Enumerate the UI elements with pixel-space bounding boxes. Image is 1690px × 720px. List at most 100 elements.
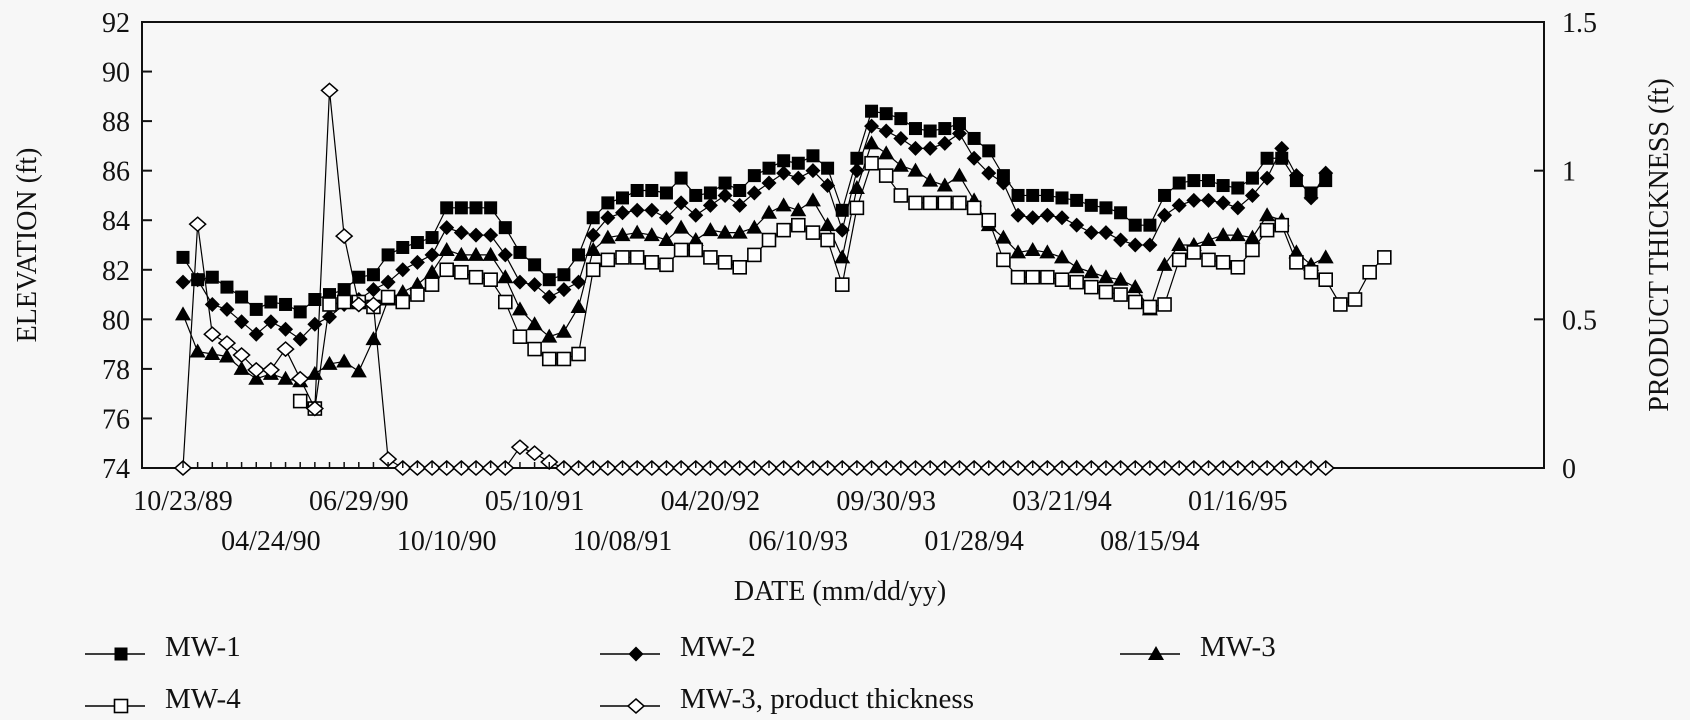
- data-point: [541, 289, 557, 305]
- data-point: [349, 296, 368, 313]
- data-point: [643, 227, 660, 242]
- y-tick-label: 82: [102, 256, 130, 287]
- data-point: [775, 197, 792, 212]
- data-point: [790, 202, 807, 217]
- x-tick-label: 03/21/94: [1012, 486, 1112, 517]
- data-point: [776, 165, 792, 181]
- data-point: [1054, 272, 1070, 287]
- data-point: [337, 283, 351, 297]
- data-point: [278, 321, 294, 337]
- data-point: [819, 217, 836, 232]
- y-tick-label: 78: [102, 355, 130, 386]
- data-point: [966, 150, 982, 166]
- data-point: [1157, 297, 1172, 312]
- plot-area-frame: [141, 21, 1545, 469]
- data-point: [1084, 279, 1099, 295]
- data-point: [1069, 217, 1085, 233]
- data-point: [908, 195, 923, 211]
- legend-item: MW-2: [600, 631, 756, 663]
- data-point: [908, 140, 923, 156]
- data-point: [601, 196, 615, 210]
- data-point: [1259, 207, 1276, 222]
- series-mw-2: [175, 118, 1334, 347]
- legend-label: MW-4: [165, 683, 241, 715]
- data-point: [542, 273, 556, 287]
- data-point: [1097, 269, 1114, 284]
- data-point: [410, 236, 424, 250]
- data-point: [1127, 279, 1144, 294]
- data-point: [1259, 222, 1275, 238]
- data-point: [1010, 269, 1026, 285]
- data-point: [923, 124, 937, 138]
- data-point: [1347, 292, 1363, 307]
- data-point: [1142, 299, 1158, 315]
- data-point: [497, 269, 514, 284]
- data-point: [1099, 201, 1113, 215]
- data-point: [791, 156, 805, 170]
- data-point: [674, 171, 688, 185]
- data-point: [469, 201, 483, 215]
- data-point: [1171, 197, 1187, 213]
- data-point: [821, 161, 835, 175]
- data-point: [834, 222, 850, 238]
- data-point: [1026, 188, 1040, 202]
- data-point: [409, 254, 425, 270]
- data-point: [761, 204, 777, 219]
- data-point: [1245, 171, 1259, 185]
- data-point: [922, 172, 939, 187]
- data-point: [1083, 225, 1099, 241]
- data-point: [615, 205, 630, 221]
- y-tick-label: 90: [102, 58, 130, 89]
- data-point: [1039, 244, 1056, 259]
- data-point: [894, 112, 908, 126]
- data-point: [703, 250, 718, 265]
- data-point: [1070, 193, 1084, 207]
- data-point: [1186, 192, 1202, 208]
- data-point: [203, 326, 222, 343]
- data-point: [557, 268, 571, 282]
- data-point: [629, 202, 645, 218]
- series-mw-1: [176, 104, 1333, 319]
- data-point: [556, 282, 572, 298]
- data-point: [644, 202, 660, 218]
- data-point: [1011, 188, 1025, 202]
- data-point: [777, 154, 791, 168]
- data-point: [1172, 176, 1186, 190]
- y-tick-label: 88: [102, 107, 130, 138]
- data-point: [805, 163, 821, 179]
- x-tick-label: 01/16/95: [1188, 486, 1288, 517]
- data-point: [308, 293, 322, 307]
- data-point: [350, 363, 367, 378]
- data-point: [235, 290, 249, 304]
- data-point: [878, 168, 894, 183]
- data-point: [865, 104, 879, 118]
- data-point: [570, 298, 587, 313]
- data-point: [864, 155, 879, 171]
- data-point: [687, 232, 704, 247]
- data-point: [1200, 232, 1217, 247]
- data-point: [454, 201, 468, 215]
- legend-label: MW-3: [1200, 631, 1276, 663]
- y2-tick-label: 0: [1562, 454, 1576, 485]
- data-point: [176, 250, 190, 264]
- data-point: [468, 246, 484, 261]
- data-point: [175, 274, 191, 290]
- data-point: [1259, 170, 1275, 186]
- data-point: [1069, 274, 1084, 290]
- data-point: [1112, 271, 1129, 286]
- data-point: [1288, 168, 1304, 184]
- data-point: [511, 301, 528, 316]
- data-point: [380, 289, 396, 305]
- data-point: [644, 255, 660, 270]
- data-point: [322, 309, 337, 325]
- data-point: [981, 165, 997, 181]
- data-point: [864, 118, 880, 134]
- data-point: [528, 258, 542, 272]
- data-point: [585, 241, 602, 256]
- data-point: [820, 178, 836, 194]
- data-point: [761, 175, 777, 191]
- data-point: [1068, 259, 1085, 274]
- data-point: [995, 229, 1012, 244]
- x-tick-label: 08/15/94: [1100, 526, 1200, 557]
